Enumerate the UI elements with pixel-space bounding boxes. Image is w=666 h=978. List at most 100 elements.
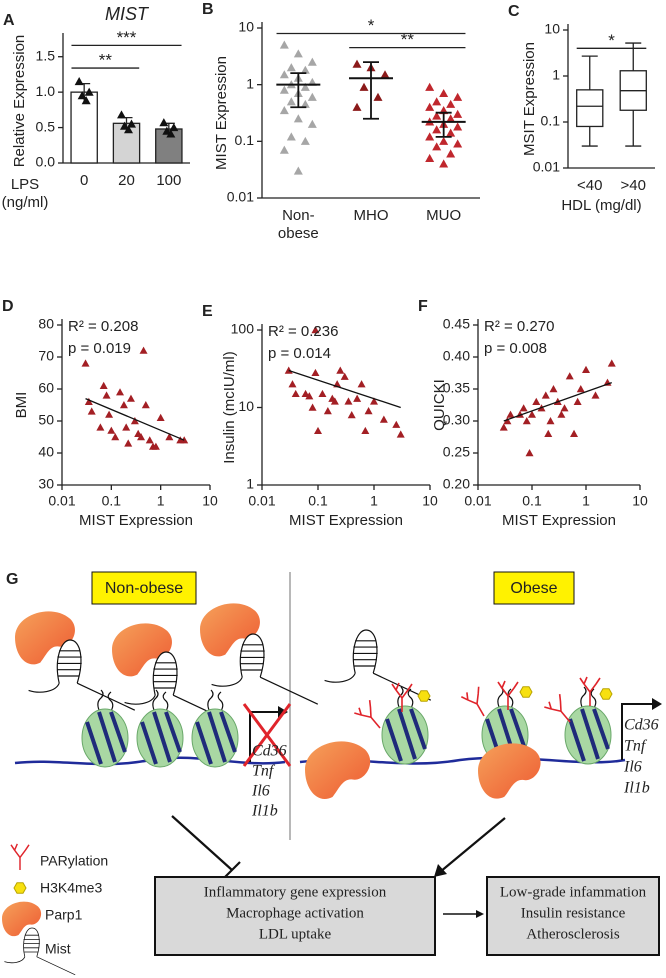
- whisker: [581, 126, 598, 147]
- data-point: [87, 407, 96, 415]
- error-bar: [290, 72, 307, 109]
- data-point: [305, 392, 314, 400]
- data-point: [439, 159, 449, 168]
- x-axis-label: HDL (mg/dl): [561, 197, 641, 214]
- y-axis-label: MSIT Expression: [521, 42, 538, 156]
- data-point: [432, 142, 442, 151]
- data-point: [141, 401, 150, 409]
- data-point: [380, 70, 390, 79]
- arrow: [476, 910, 484, 918]
- data-point: [279, 85, 289, 94]
- legend-label: H3K4me3: [40, 880, 102, 896]
- x-tick-label: 0.1: [308, 493, 328, 509]
- stat-label: R² = 0.236: [268, 323, 338, 340]
- gene: Il6: [623, 759, 642, 776]
- data-point: [77, 91, 87, 100]
- data-point: [130, 417, 139, 425]
- y-tick-label: 10: [544, 21, 560, 37]
- y-tick-label: 50: [38, 412, 54, 428]
- y-tick-label: 0.30: [443, 412, 470, 428]
- data-point: [525, 449, 534, 457]
- y-tick-label: 0.1: [541, 113, 561, 129]
- label-box: [91, 571, 197, 605]
- data-point: [166, 129, 176, 138]
- data-point: [124, 125, 133, 134]
- data-point: [570, 429, 579, 437]
- chart-title: MIST: [105, 4, 150, 24]
- data-point: [549, 385, 558, 393]
- y-axis-label: MIST Expression: [213, 56, 230, 170]
- tss-arrow: [652, 698, 662, 710]
- x-tick-label: 10: [422, 493, 438, 509]
- y-tick-label: 70: [38, 348, 54, 364]
- data-point: [300, 136, 310, 145]
- data-point: [126, 394, 135, 402]
- x-tick-label: Non-: [282, 207, 315, 224]
- x-axis-label: MIST Expression: [79, 512, 193, 529]
- data-point: [340, 372, 349, 380]
- x-tick-label: obese: [278, 225, 319, 242]
- stat-label: p = 0.014: [268, 345, 331, 362]
- data-point: [286, 132, 296, 141]
- data-point: [311, 326, 320, 334]
- legend-icon: [13, 882, 27, 894]
- data-point: [165, 433, 174, 441]
- data-point: [99, 381, 108, 389]
- y-axis-label: QUICKI: [431, 379, 448, 431]
- y-tick-label: 60: [38, 380, 54, 396]
- data-point: [139, 346, 148, 354]
- group-label: Non-obese: [105, 580, 183, 597]
- stat-label: R² = 0.208: [68, 318, 138, 335]
- data-point: [137, 433, 146, 441]
- x-tick-label: 0: [80, 172, 88, 189]
- data-point: [288, 380, 297, 388]
- data-point: [557, 410, 566, 418]
- arrow: [439, 817, 506, 873]
- x-tick-label: 10: [202, 493, 218, 509]
- data-point: [81, 96, 91, 105]
- data-point: [286, 63, 296, 72]
- data-point: [432, 111, 442, 120]
- gene: Il6: [251, 783, 270, 800]
- y-tick-label: 0.35: [443, 380, 470, 396]
- data-point: [396, 430, 405, 438]
- data-point: [359, 82, 369, 91]
- mist: [324, 629, 432, 701]
- y-tick-label: 40: [38, 444, 54, 460]
- fit-line: [503, 381, 612, 422]
- data-point: [122, 423, 131, 431]
- gene: Cd36: [624, 717, 659, 734]
- x-axis-label: (ng/ml): [2, 194, 49, 211]
- y-tick-label: 0.40: [443, 348, 470, 364]
- data-point: [293, 114, 303, 123]
- x-tick-label: 0.1: [522, 493, 542, 509]
- stat-label: p = 0.008: [484, 340, 547, 357]
- box-text: LDL uptake: [259, 926, 332, 942]
- data-point: [453, 139, 463, 148]
- y-tick-label: 0.45: [443, 316, 470, 332]
- data-point: [532, 397, 541, 405]
- y-tick-label: 100: [231, 321, 255, 337]
- x-tick-label: MUO: [426, 207, 461, 224]
- data-point: [293, 166, 303, 175]
- data-point: [425, 102, 435, 111]
- h3k4me3: [417, 690, 431, 702]
- data-point: [159, 118, 169, 127]
- data-point: [364, 407, 373, 415]
- data-point: [119, 401, 128, 409]
- parp1: [305, 741, 371, 799]
- group-label: Obese: [510, 580, 557, 597]
- x-tick-label: 1: [157, 493, 165, 509]
- data-point: [528, 410, 536, 418]
- data-point: [576, 385, 585, 393]
- x-tick-label: 1: [582, 493, 590, 509]
- data-point: [84, 397, 93, 405]
- x-axis-label: MIST Expression: [502, 512, 616, 529]
- legend-label: Mist: [45, 941, 71, 957]
- nucleosome: [80, 688, 130, 769]
- panel-label: C: [508, 3, 520, 20]
- tss-arrow: [621, 703, 652, 760]
- inhibit-arrow: [171, 815, 241, 879]
- y-tick-label: 10: [238, 398, 254, 414]
- data-point: [307, 92, 317, 101]
